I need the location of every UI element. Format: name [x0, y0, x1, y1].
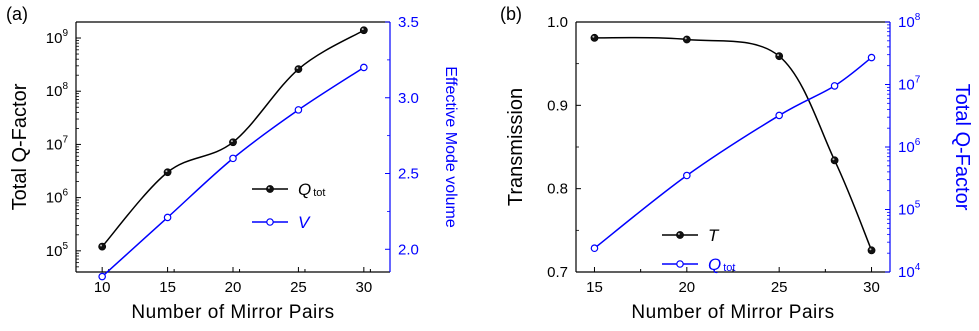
- panel-b-y-tick-label-0: 0.7: [547, 264, 568, 281]
- panel-b-legend-marker-0: [676, 231, 684, 239]
- panel-b-y2-tick-label-8: 108: [898, 12, 921, 31]
- panel-a-y-axis-title: Total Q-Factor: [9, 83, 31, 210]
- panel-b-series-0-point-4: [867, 246, 876, 255]
- panel-b-series-1-point-4: [867, 53, 876, 62]
- panel-b-series-1-point-1: [683, 171, 691, 180]
- panel-a-x-axis-title: Number of Mirror Pairs: [131, 302, 334, 323]
- panel-b-legend-marker-0-shine: [677, 232, 680, 235]
- panel-b-y2-tick-label-6: 106: [898, 137, 921, 156]
- panel-b-series-0-point-2: [775, 52, 784, 61]
- panel-a-y2-axis-title: Effective Mode volume: [442, 66, 459, 228]
- panel-a-y-tick-label-6: 106: [46, 188, 69, 207]
- panel-a-x-tick-label-4: 30: [355, 279, 372, 296]
- panel-a-y2-tick-label-1: 2.5: [398, 166, 419, 183]
- panel-b-label: (b): [500, 4, 522, 24]
- panel-b-series-0-point-1: [682, 35, 691, 44]
- panel-b-y-tick-label-3: 1.0: [547, 14, 568, 31]
- panel-b-y-tick-label-1: 0.8: [547, 181, 568, 198]
- panel-a-legend-marker-1: [266, 218, 274, 226]
- panel-a-series-0-point-3-shine: [296, 67, 299, 70]
- panel-b-series-0-point-4-shine: [869, 248, 872, 251]
- panel-a-series-line-1: [101, 66, 365, 278]
- panel-b-series-0-point-3-shine: [832, 158, 835, 161]
- panel-b-y-tick-label-2: 0.9: [547, 97, 568, 114]
- panel-a-series-0-point-1-shine: [165, 170, 168, 173]
- panel-b-series-0-point-1-shine: [684, 37, 687, 40]
- panel-a-y-tick-label-5: 105: [46, 241, 69, 260]
- panel-a-x-tick-label-1: 15: [159, 279, 176, 296]
- panel-b-series-0-point-2-shine: [777, 54, 780, 57]
- panel-a-series-0-point-4-shine: [361, 28, 364, 31]
- panel-b-series-1-point-3: [830, 82, 839, 90]
- panel-b-series-1-point-2: [775, 111, 783, 120]
- panel-a-series-0-point-0-shine: [100, 244, 103, 247]
- panel-a-y2-tick-label-3: 3.5: [398, 14, 419, 31]
- panel-a-series-1-point-2: [229, 154, 237, 163]
- panel-b-series-line-1: [594, 56, 872, 249]
- panel-b-y2-axis-title: Total Q-Factor: [951, 84, 973, 211]
- panel-a-x-tick-label-3: 25: [290, 279, 307, 296]
- panel-a-y2-tick-label-0: 2.0: [398, 241, 419, 258]
- panel-b-x-tick-label-2: 25: [771, 279, 788, 296]
- panel-b-y2-tick-label-7: 107: [898, 75, 921, 94]
- panel-b-legend-marker-1: [676, 260, 684, 268]
- panel-b-x-axis-title: Number of Mirror Pairs: [631, 302, 834, 323]
- panel-b-series-0-point-0: [590, 33, 599, 42]
- panel-a-y2-tick-label-2: 3.0: [398, 90, 419, 107]
- panel-b-legend-label-0: T: [708, 226, 720, 245]
- panel-a-x-tick-label-0: 10: [94, 279, 111, 296]
- panel-b-x-tick-label-0: 15: [586, 279, 603, 296]
- panel-a-y-tick-label-9: 109: [46, 28, 69, 47]
- panel-a-series-0-point-0: [98, 242, 107, 251]
- panel-b-y-axis-title: Transmission: [505, 88, 527, 206]
- panel-a-series-1-point-3: [294, 106, 303, 114]
- panel-a-series-0-point-3: [294, 65, 303, 74]
- panel-a-y-tick-label-7: 107: [46, 134, 69, 153]
- panel-a-legend-marker-0: [266, 185, 274, 193]
- panel-a-legend-label-1: V: [298, 213, 311, 232]
- panel-a-series-0-point-4: [359, 26, 368, 35]
- panel-a-x-tick-label-2: 20: [225, 279, 242, 296]
- panel-b-series-0-point-0-shine: [592, 35, 595, 38]
- panel-a-series-0-point-1: [163, 168, 172, 177]
- panel-a-series-0-point-2: [229, 138, 237, 147]
- panel-a-series-0-point-2-shine: [230, 140, 233, 143]
- panel-a-y-tick-label-8: 108: [46, 81, 69, 100]
- panel-b-series-1-point-0: [590, 244, 599, 253]
- panel-b-y2-tick-label-5: 105: [898, 200, 921, 219]
- panel-b-x-tick-label-1: 20: [678, 279, 695, 296]
- panel-b-series-0-point-3: [830, 156, 839, 165]
- panel-b-x-tick-label-3: 30: [863, 279, 880, 296]
- panel-a-series-1-point-0: [98, 272, 106, 281]
- panel-a-label: (a): [6, 4, 28, 24]
- panel-b-y2-tick-label-4: 104: [898, 262, 921, 281]
- panel-a-series-1-point-4: [360, 63, 368, 72]
- panel-a-legend-marker-0-shine: [267, 186, 270, 189]
- panel-a-series-1-point-1: [163, 213, 172, 222]
